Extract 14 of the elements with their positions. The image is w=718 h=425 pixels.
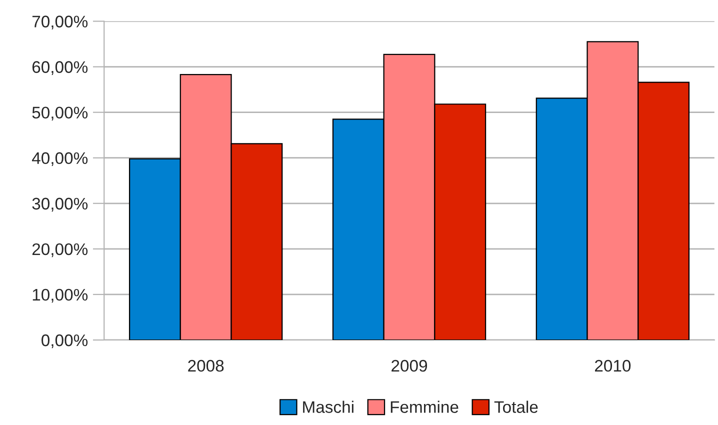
x-tick-label: 2008 (188, 360, 224, 372)
y-tick-label: 70,00% (32, 16, 88, 30)
legend-label: Totale (494, 400, 538, 413)
x-tick-label: 2009 (392, 360, 428, 372)
x-tick-label: 2010 (594, 360, 631, 372)
y-tick-label: 0,00% (42, 334, 88, 348)
legend-label: Maschi (303, 400, 354, 413)
y-tick-label: 20,00% (32, 243, 88, 258)
y-tick-label: 60,00% (32, 61, 88, 75)
y-tick-label: 30,00% (32, 198, 88, 212)
y-tick-label: 40,00% (32, 152, 88, 166)
legend-label: Femmine (390, 400, 458, 413)
y-tick-label: 50,00% (32, 106, 88, 120)
y-tick-label: 10,00% (32, 288, 88, 303)
